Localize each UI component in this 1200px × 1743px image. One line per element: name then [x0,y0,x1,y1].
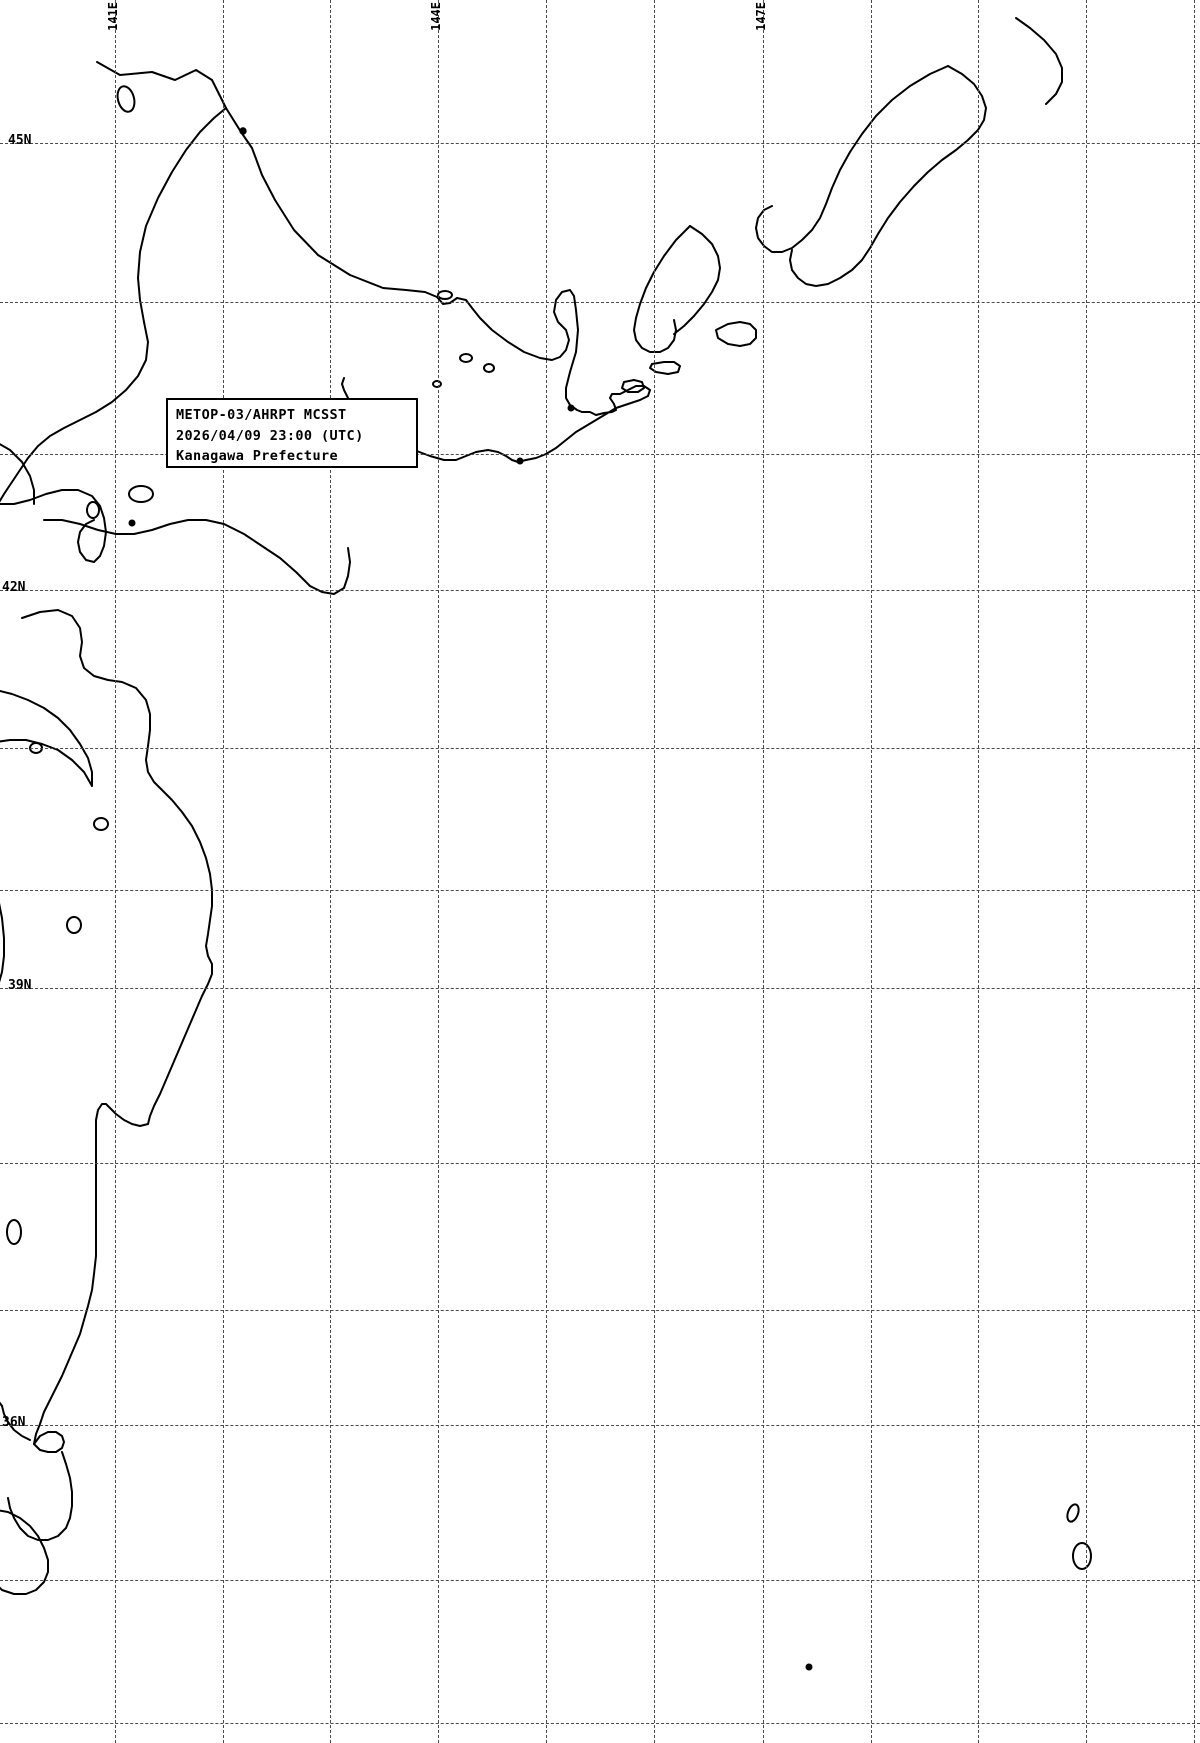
map-info-box: METOP-03/AHRPT MCSST 2026/04/09 23:00 (U… [166,398,418,468]
honshu-east-coast-south [33,1103,149,1445]
kuril-island-iturup [755,65,949,253]
hokkaido-west-coast [0,107,227,503]
kuril-island-kunashir-east [673,225,721,335]
hokkaido-north-coast [96,61,583,413]
kuril-island-urup [1015,17,1063,105]
gridline-lat-45 [0,143,1200,144]
gridline-lon-150 [1086,0,1087,1743]
gridline-lat-34 [0,1723,1200,1724]
hokkaido-south-bay-line [43,519,351,595]
lat-label-39n: 39N [8,978,32,993]
gridline-lon-147 [763,0,764,1743]
gridline-lat-42 [0,590,1200,591]
islet-lake-7 [93,817,109,831]
coast-fragment-w-bay [0,689,93,787]
izu-peninsula [7,1451,73,1541]
gridline-lon-148 [871,0,872,1743]
kuril-island-iturup-east [789,65,987,287]
islet-rishiri [239,127,247,135]
lat-label-36n: 36N [2,1415,26,1430]
gridline-lat-35 [0,1580,1200,1581]
habomai-island-1 [649,361,681,375]
islet-lake-1 [459,353,473,363]
habomai-island-2 [621,379,645,393]
lon-label-144e: 144E [429,2,443,31]
gridline-lon-144 [438,0,439,1743]
gridline-lat-36 [0,1425,1200,1426]
gridline-lon-145 [546,0,547,1743]
suruga-coast [0,1509,49,1595]
islet-sado [6,1219,22,1245]
gridline-lat-38 [0,1163,1200,1164]
gridline-lat-41 [0,748,1200,749]
islet-lake-8 [66,916,82,934]
gridline-lat-43 [0,454,1200,455]
info-line-datetime: 2026/04/09 23:00 (UTC) [176,427,364,444]
islet-south-pacific [805,1663,813,1671]
boso-coast [1,1405,31,1441]
info-line-product: METOP-03/AHRPT MCSST [176,407,347,423]
honshu-tohoku-east-coast [21,609,213,1125]
gridline-lat-37 [0,1310,1200,1311]
shikotan-island [715,321,757,347]
islet-izu-1 [1066,1503,1080,1523]
gridline-lon-142 [223,0,224,1743]
islet-lake-4 [437,290,453,300]
islet-lake-5 [128,485,154,503]
islet-lake-3 [432,380,442,388]
gridline-lat-39 [0,988,1200,989]
islet-nemuro [567,404,575,412]
gridline-lat-40 [0,890,1200,891]
lat-label-45n: 45N [8,133,32,148]
islet-rebun [116,85,136,113]
islet-lake-6 [86,501,100,519]
gridline-lon-149 [978,0,979,1743]
gridline-lon-146 [654,0,655,1743]
uchiura-bay-coast [0,489,107,563]
lat-label-42n: 42N [2,580,26,595]
gridline-lon-151 [1194,0,1195,1743]
gridline-lat-44 [0,302,1200,303]
gridline-lon-143 [330,0,331,1743]
islet-south-1 [516,457,524,465]
coast-fragment-w-bay2 [0,739,93,787]
coast-fragment-se [0,1401,3,1407]
islet-izu-2 [1072,1542,1092,1570]
coast-fragment-w-island [0,902,5,983]
kuril-island-kunashir [633,225,691,353]
info-line-region: Kanagawa Prefecture [176,448,339,465]
gridline-lon-141 [115,0,116,1743]
lon-label-147e: 147E [754,2,768,31]
tokyo-bay [33,1431,65,1453]
coast-fragment-nw [0,443,35,505]
lon-label-141e: 141E [106,2,120,31]
islet-lake-2 [483,363,495,373]
islet-okushiri [128,519,136,527]
